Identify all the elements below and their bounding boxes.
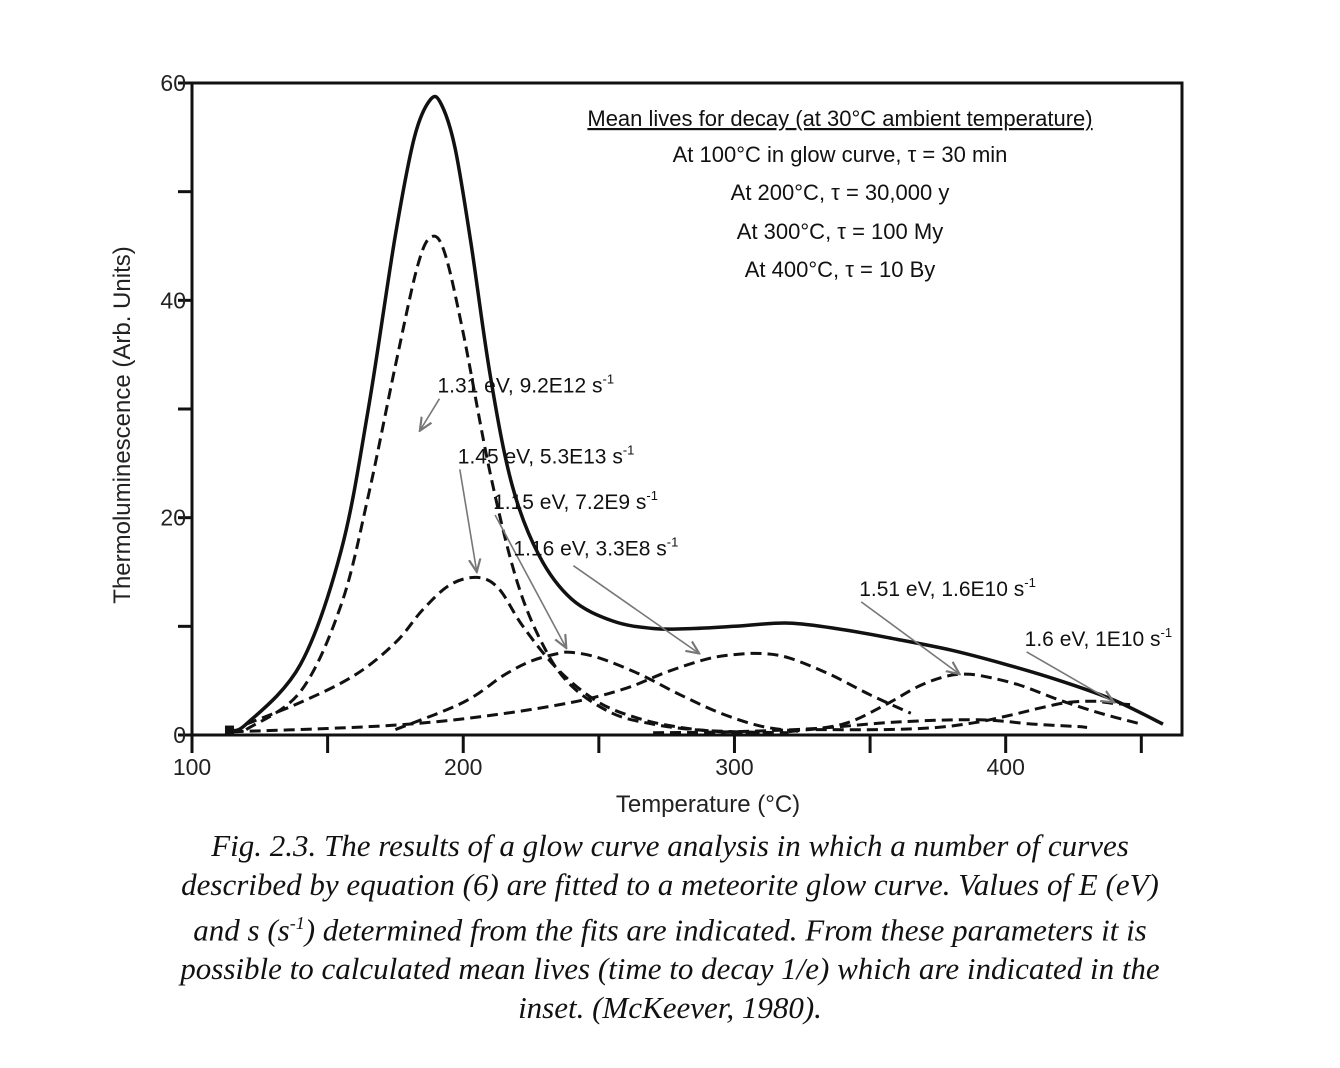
inset-line: At 400°C, τ = 10 By bbox=[745, 257, 936, 282]
axes: 100 200 300 400 0 20 40 60 bbox=[160, 70, 1143, 780]
x-tick-label: 300 bbox=[715, 754, 753, 780]
caption-line: Fig. 2.3. The results of a glow curve an… bbox=[211, 828, 1129, 863]
caption-line: described by equation (6) are fitted to … bbox=[181, 867, 1159, 902]
annotation-text: 1.31 eV, 9.2E12 s bbox=[437, 375, 602, 398]
y-tick-label: 40 bbox=[160, 287, 186, 313]
fitted-component-line-4 bbox=[232, 651, 912, 734]
annotation-text: 1.15 eV, 7.2E9 s bbox=[493, 491, 646, 514]
annotation-label: 1.31 eV, 9.2E12 s-1 bbox=[437, 372, 614, 398]
inset-line: At 300°C, τ = 100 My bbox=[737, 219, 943, 244]
caption-line: possible to calculated mean lives (time … bbox=[180, 951, 1160, 987]
annotation-superscript: -1 bbox=[1024, 575, 1036, 590]
caption-line: inset. (McKeever, 1980). bbox=[518, 990, 822, 1026]
annotation-text: 1.51 eV, 1.6E10 s bbox=[859, 578, 1024, 601]
annotation-superscript: -1 bbox=[667, 535, 679, 550]
annotation-arrow bbox=[1026, 651, 1115, 703]
fitted-component-line-7 bbox=[653, 718, 1088, 735]
y-tick-label: 0 bbox=[173, 722, 186, 748]
annotation-arrow bbox=[860, 601, 959, 674]
annotation-label: 1.45 eV, 5.3E13 s-1 bbox=[458, 442, 635, 468]
curve-start-marker bbox=[224, 725, 234, 734]
fitted-component-line-1 bbox=[245, 234, 789, 735]
y-axis-title: Thermoluminescence (Arb. Units) bbox=[109, 246, 136, 603]
annotation-arrow bbox=[459, 469, 477, 572]
caption-line: and s (s-1) determined from the fits are… bbox=[70, 904, 1270, 949]
fitted-component-line-5 bbox=[788, 672, 1142, 734]
inset-box: Mean lives for decay (at 30°C ambient te… bbox=[587, 106, 1092, 282]
inset-line: At 100°C in glow curve, τ = 30 min bbox=[673, 142, 1008, 167]
annotation-label: 1.6 eV, 1E10 s-1 bbox=[1025, 625, 1172, 651]
series-group bbox=[224, 94, 1164, 735]
figure-caption: Fig. 2.3. The results of a glow curve an… bbox=[70, 826, 1270, 1027]
annotations: 1.31 eV, 9.2E12 s-11.45 eV, 5.3E13 s-11.… bbox=[420, 372, 1172, 703]
y-tick-label: 20 bbox=[160, 505, 186, 531]
annotation-label: 1.51 eV, 1.6E10 s-1 bbox=[859, 575, 1036, 601]
annotation-arrow bbox=[572, 565, 699, 654]
x-tick-label: 100 bbox=[173, 754, 211, 780]
fitted-component-line-3 bbox=[394, 650, 803, 734]
annotation-arrow bbox=[494, 514, 566, 648]
caption-line-part: ) determined from the fits are indicated… bbox=[304, 912, 1147, 948]
annotation-superscript: -1 bbox=[1161, 625, 1173, 640]
caption-superscript: -1 bbox=[289, 913, 305, 933]
annotation-label: 1.15 eV, 7.2E9 s-1 bbox=[493, 488, 658, 514]
glow-curve-line bbox=[229, 94, 1164, 733]
annotation-text: 1.6 eV, 1E10 s bbox=[1025, 628, 1161, 651]
caption-line-part: and s (s bbox=[193, 912, 290, 948]
annotation-superscript: -1 bbox=[623, 442, 635, 457]
x-tick-label: 200 bbox=[444, 754, 482, 780]
annotation-text: 1.45 eV, 5.3E13 s bbox=[458, 445, 623, 468]
x-axis-title: Temperature (°C) bbox=[616, 791, 800, 818]
annotation-superscript: -1 bbox=[646, 488, 658, 503]
annotation-arrow bbox=[420, 398, 441, 431]
inset-heading: Mean lives for decay (at 30°C ambient te… bbox=[587, 106, 1092, 131]
y-tick-label: 60 bbox=[160, 70, 186, 96]
x-tick-label: 400 bbox=[987, 754, 1025, 780]
fitted-component-line-2 bbox=[245, 575, 762, 735]
annotation-text: 1.16 eV, 3.3E8 s bbox=[513, 538, 666, 561]
annotation-superscript: -1 bbox=[602, 372, 614, 387]
annotation-label: 1.16 eV, 3.3E8 s-1 bbox=[513, 535, 678, 561]
inset-line: At 200°C, τ = 30,000 y bbox=[731, 180, 950, 205]
